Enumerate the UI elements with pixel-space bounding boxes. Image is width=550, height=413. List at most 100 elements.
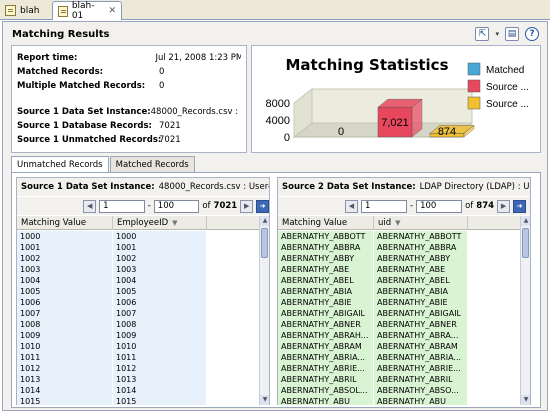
table-row[interactable]: 1014 1014 [17, 385, 259, 396]
go-button[interactable]: ➜ [256, 199, 269, 213]
table-cell: 1012 [113, 363, 207, 374]
next-page-button[interactable]: ▶ [497, 199, 511, 213]
vertical-scrollbar[interactable]: ▲ ▼ [259, 216, 269, 405]
table-cell: 1008 [113, 319, 207, 330]
y-tick-label: 4000 [266, 115, 290, 127]
table-row[interactable]: ABERNATHY_ABEL ABERNATHY_ABEL [278, 275, 520, 286]
summary-row: Report time: Jul 21, 2008 1:23 PM [17, 51, 241, 65]
editor-tab-label: blah [20, 5, 40, 16]
y-tick-label: 0 [284, 132, 290, 144]
table-row[interactable]: 1001 1001 [17, 242, 259, 253]
source2-header-value: LDAP Directory (LDAP) : User-01 [419, 182, 530, 192]
table-cell: 1007 [113, 308, 207, 319]
table-row[interactable]: ABERNATHY_ABBY ABERNATHY_ABBY [278, 253, 520, 264]
close-icon[interactable]: ✕ [108, 6, 116, 16]
scroll-thumb[interactable] [522, 228, 529, 258]
table-row[interactable]: 1002 1002 [17, 253, 259, 264]
table-cell: 1009 [17, 330, 113, 341]
source1-records-pane: Source 1 Data Set Instance: 48000_Record… [16, 177, 270, 405]
table-cell: ABERNATHY_ABRAM [374, 341, 468, 352]
bar-side [463, 124, 475, 138]
table-row[interactable]: ABERNATHY_ABE ABERNATHY_ABE [278, 264, 520, 275]
table-cell: ABERNATHY_ABRAM [278, 341, 374, 352]
table-cell: ABERNATHY_ABNER [374, 319, 468, 330]
table-row[interactable]: ABERNATHY_ABBOTT ABERNATHY_ABBOTT [278, 231, 520, 242]
table-row[interactable]: 1000 1000 [17, 231, 259, 242]
table-row[interactable]: ABERNATHY_ABU ABERNATHY_ABU [278, 396, 520, 405]
scroll-up-icon[interactable]: ▲ [260, 216, 269, 226]
table-cell: 1011 [17, 352, 113, 363]
page-from-input[interactable]: 1 [361, 199, 407, 213]
chevron-down-icon[interactable]: ▾ [495, 30, 499, 38]
table-cell: ABERNATHY_ABSO... [374, 385, 468, 396]
table-row[interactable]: ABERNATHY_ABIA ABERNATHY_ABIA [278, 286, 520, 297]
table-row[interactable]: ABERNATHY_ABIE ABERNATHY_ABIE [278, 297, 520, 308]
table-row[interactable]: 1005 1005 [17, 286, 259, 297]
table-row[interactable]: ABERNATHY_ABRAM ABERNATHY_ABRAM [278, 341, 520, 352]
table-row[interactable]: 1013 1013 [17, 374, 259, 385]
next-page-button[interactable]: ▶ [240, 199, 254, 213]
table-row[interactable]: 1010 1010 [17, 341, 259, 352]
page-from-input[interactable]: 1 [99, 199, 145, 213]
legend-swatch [467, 96, 481, 110]
vertical-scrollbar[interactable]: ▲ ▼ [520, 216, 530, 405]
summary-label: Source 1 Database Records: [17, 121, 152, 131]
column-header-matching-value[interactable]: Matching Value [17, 216, 113, 230]
page-to-input[interactable]: 100 [416, 199, 463, 213]
table-row[interactable]: 1012 1012 [17, 363, 259, 374]
table-cell: ABERNATHY_ABRA... [374, 330, 468, 341]
sort-icon: ▼ [395, 219, 401, 227]
editor-tab-blah[interactable]: blah [0, 1, 48, 20]
table-row[interactable]: 1007 1007 [17, 308, 259, 319]
table-row[interactable]: 1009 1009 [17, 330, 259, 341]
table-header: Matching Value EmployeeID ▼ [17, 216, 259, 230]
table-row[interactable]: ABERNATHY_ABRIE... ABERNATHY_ABRIE... [278, 363, 520, 374]
summary-value: 48000_Records.csv : U [150, 107, 241, 117]
source2-table: Matching Value uid ▼ ABERNATHY_ABBOTT ABER… [278, 216, 530, 405]
table-row[interactable]: 1004 1004 [17, 275, 259, 286]
go-button[interactable]: ➜ [513, 199, 527, 213]
table-cell: ABERNATHY_ABU [374, 396, 468, 405]
editor-tab-blah-01[interactable]: blah-01 ✕ [52, 1, 122, 21]
prev-page-button[interactable]: ◀ [83, 199, 97, 213]
source2-header-label: Source 2 Data Set Instance: [282, 182, 416, 192]
report-icon[interactable]: ▤ [505, 27, 519, 41]
table-cell: 1006 [17, 297, 113, 308]
table-row[interactable]: ABERNATHY_ABBRA ABERNATHY_ABBRA [278, 242, 520, 253]
scroll-up-icon[interactable]: ▲ [521, 216, 530, 226]
help-icon[interactable]: ? [525, 27, 539, 41]
table-cell: ABERNATHY_ABIA [278, 286, 374, 297]
matching-statistics-chart: Matching Statistics 8000 4000 0 0 7,021 874 Ma… [251, 45, 541, 153]
table-row[interactable]: ABERNATHY_ABNER ABERNATHY_ABNER [278, 319, 520, 330]
column-header-matching-value[interactable]: Matching Value [278, 216, 374, 230]
table-row[interactable]: 1011 1011 [17, 352, 259, 363]
table-cell: 1000 [17, 231, 113, 242]
column-header-employeeid[interactable]: EmployeeID ▼ [113, 216, 207, 230]
column-header-uid[interactable]: uid ▼ [374, 216, 468, 230]
table-row[interactable]: 1006 1006 [17, 297, 259, 308]
legend-label: Source ... [486, 99, 529, 110]
tab-unmatched-records[interactable]: Unmatched Records [11, 156, 109, 173]
table-row[interactable]: ABERNATHY_ABRIL ABERNATHY_ABRIL [278, 374, 520, 385]
scroll-thumb[interactable] [261, 228, 268, 258]
editor-tab-bar: blah blah-01 ✕ [0, 0, 550, 21]
table-row[interactable]: 1008 1008 [17, 319, 259, 330]
page-to-input[interactable]: 100 [153, 199, 200, 213]
table-row[interactable]: 1003 1003 [17, 264, 259, 275]
table-cell: 1000 [113, 231, 207, 242]
table-cell: ABERNATHY_ABRIE... [374, 363, 468, 374]
table-row[interactable]: ABERNATHY_ABRAH... ABERNATHY_ABRA... [278, 330, 520, 341]
summary-label: Multiple Matched Records: [17, 81, 146, 91]
scroll-down-icon[interactable]: ▼ [521, 395, 530, 405]
data-label: 0 [338, 126, 344, 138]
prev-page-button[interactable]: ◀ [345, 199, 358, 213]
scroll-down-icon[interactable]: ▼ [260, 395, 269, 405]
table-row[interactable]: ABERNATHY_ABSOL... ABERNATHY_ABSO... [278, 385, 520, 396]
table-row[interactable]: ABERNATHY_ABRIA... ABERNATHY_ABRIA... [278, 352, 520, 363]
export-icon[interactable]: ⇱ [475, 27, 490, 41]
table-row[interactable]: 1015 1015 [17, 396, 259, 405]
table-cell: 1004 [113, 275, 207, 286]
table-cell: ABERNATHY_ABEL [278, 275, 374, 286]
tab-matched-records[interactable]: Matched Records [109, 156, 195, 172]
table-row[interactable]: ABERNATHY_ABIGAIL ABERNATHY_ABIGAIL [278, 308, 520, 319]
